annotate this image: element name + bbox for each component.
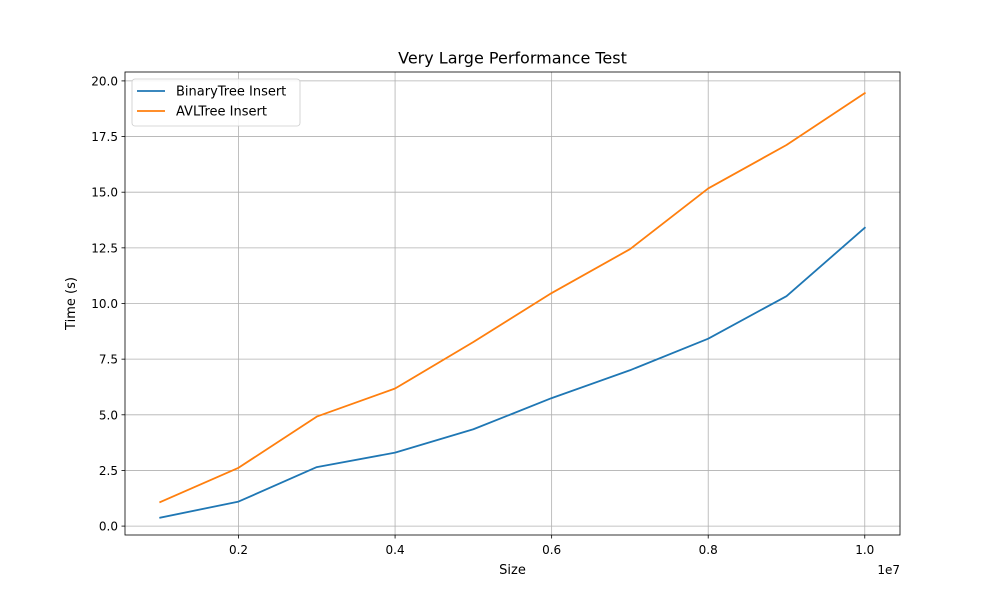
legend: BinaryTree Insert AVLTree Insert <box>131 78 301 127</box>
y-tick-label: 20.0 <box>91 74 118 88</box>
x-tick-label: 1.0 <box>855 543 874 557</box>
series-line-1 <box>159 91 867 504</box>
legend-label: AVLTree Insert <box>176 105 267 120</box>
y-tick-label: 17.5 <box>91 130 118 144</box>
grid <box>125 72 900 535</box>
series-layer <box>159 91 867 519</box>
y-tick-label: 10.0 <box>91 297 118 311</box>
series-line-0 <box>159 226 867 519</box>
chart-title: Very Large Performance Test <box>398 49 627 68</box>
x-tick-label: 0.8 <box>699 543 718 557</box>
legend-box <box>131 78 301 127</box>
x-offset-label: 1e7 <box>877 563 900 577</box>
x-tick-label: 0.6 <box>542 543 561 557</box>
y-tick-label: 15.0 <box>91 186 118 200</box>
legend-label: BinaryTree Insert <box>176 85 286 100</box>
y-tick-label: 5.0 <box>99 408 118 422</box>
y-tick-label: 7.5 <box>99 353 118 367</box>
y-axis-label: Time (s) <box>64 277 79 331</box>
x-axis-label: Size <box>499 563 526 578</box>
x-tick-label: 0.2 <box>229 543 248 557</box>
x-axis: 0.2 0.4 0.6 0.8 1.0 <box>229 535 874 557</box>
y-axis: 0.0 2.5 5.0 7.5 10.0 12.5 15.0 17.5 20.0 <box>91 74 125 534</box>
y-tick-label: 12.5 <box>91 241 118 255</box>
y-tick-label: 2.5 <box>99 464 118 478</box>
x-tick-label: 0.4 <box>386 543 405 557</box>
y-tick-label: 0.0 <box>99 520 118 534</box>
